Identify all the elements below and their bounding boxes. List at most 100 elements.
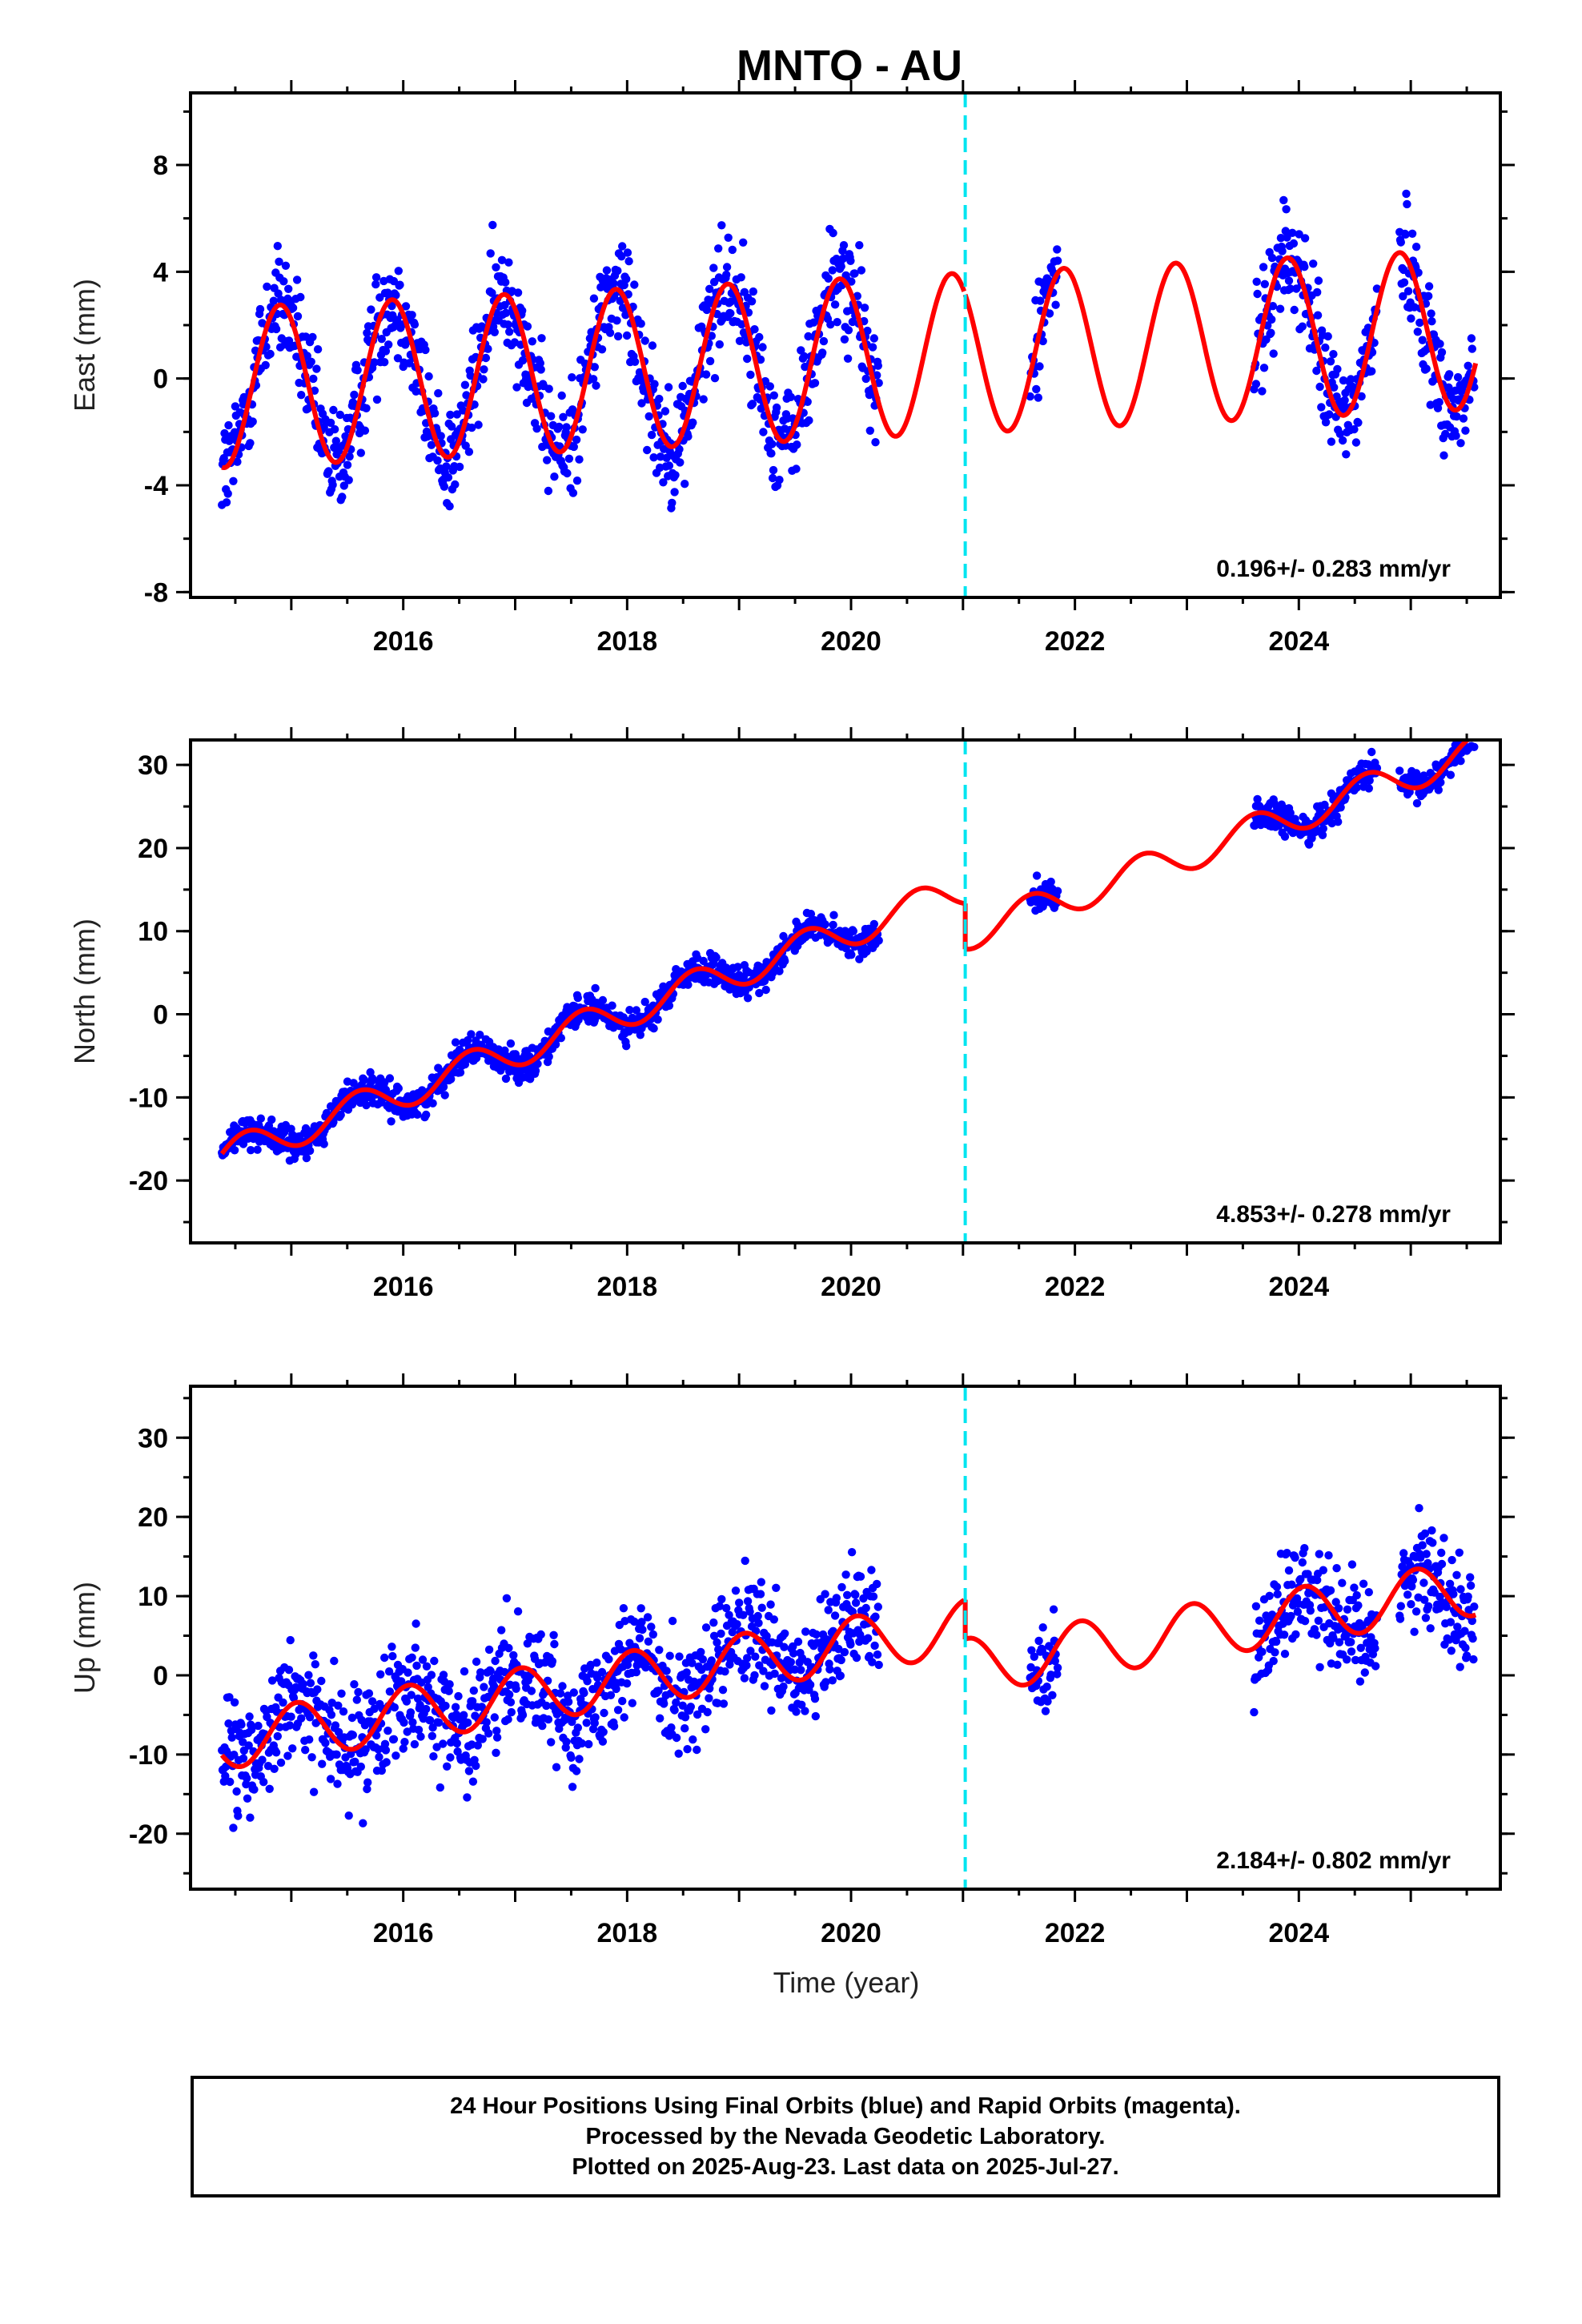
data-point [1271, 1648, 1279, 1657]
data-point [305, 1146, 315, 1156]
data-point [840, 335, 849, 344]
data-point [568, 1783, 577, 1791]
x-tick-label: 2024 [1268, 1272, 1329, 1302]
data-point [538, 1721, 547, 1731]
data-point [598, 1737, 608, 1746]
data-point [836, 1671, 845, 1680]
data-point [486, 249, 495, 258]
x-tick-label: 2016 [373, 1918, 434, 1948]
data-point [1470, 742, 1479, 751]
data-point [613, 332, 623, 341]
data-point [1034, 393, 1043, 402]
data-point [359, 1076, 369, 1084]
data-point [548, 1657, 557, 1666]
velocity-label: 2.184+/- 0.802 mm/yr [1216, 1848, 1451, 1874]
data-point [532, 424, 541, 433]
data-point [751, 1652, 760, 1661]
data-point [359, 1819, 367, 1827]
data-point [765, 382, 774, 391]
data-point [758, 343, 767, 352]
data-point [1434, 786, 1443, 794]
data-point [770, 1669, 779, 1679]
y-tick-label: 20 [138, 834, 168, 864]
y-axis-ticks [176, 763, 1515, 1224]
data-point [1289, 239, 1299, 248]
data-point [1267, 328, 1275, 337]
data-point [701, 1725, 710, 1734]
data-point [1251, 380, 1261, 388]
data-point [472, 1761, 480, 1771]
data-point [427, 1671, 436, 1679]
data-point [364, 1689, 374, 1698]
data-point [757, 1603, 766, 1612]
data-point [843, 354, 853, 363]
data-point [544, 384, 553, 393]
data-point [464, 1718, 472, 1727]
data-point [243, 1794, 252, 1803]
data-point [1402, 189, 1411, 199]
data-point [536, 365, 545, 374]
data-point [512, 383, 521, 392]
data-point [564, 1697, 573, 1707]
data-point [1424, 292, 1433, 300]
data-point [299, 1679, 307, 1689]
data-point [476, 1668, 485, 1677]
data-point [410, 1739, 420, 1749]
data-point [572, 435, 581, 444]
data-point [274, 289, 283, 298]
data-point [362, 1100, 371, 1110]
data-point [326, 1775, 335, 1783]
data-point [462, 391, 471, 400]
data-point [1340, 396, 1349, 404]
data-point [1437, 348, 1447, 357]
data-point [410, 320, 420, 329]
data-point [1253, 794, 1262, 804]
data-point [728, 245, 737, 255]
data-point [1456, 757, 1465, 766]
data-point [309, 374, 318, 384]
data-point [1030, 1652, 1039, 1661]
data-point [506, 1039, 516, 1048]
data-point [609, 1722, 619, 1731]
data-point [385, 1074, 395, 1083]
data-point [855, 241, 864, 250]
data-point [383, 288, 392, 297]
data-point [821, 1590, 829, 1598]
data-point [805, 1680, 815, 1689]
data-point [343, 460, 352, 469]
data-point [1321, 343, 1330, 352]
y-axis-label: East (mm) [68, 279, 101, 412]
data-point [1050, 1656, 1060, 1666]
data-point [665, 1651, 674, 1660]
data-point [612, 316, 621, 325]
data-point [1456, 1585, 1465, 1594]
data-point [488, 220, 497, 230]
data-point [332, 1750, 341, 1759]
data-point [670, 488, 679, 497]
data-point [759, 1667, 768, 1675]
data-point [781, 1629, 789, 1638]
data-point [468, 423, 476, 432]
data-point [719, 1699, 729, 1708]
data-point [1350, 1583, 1359, 1592]
data-point [480, 1683, 488, 1691]
data-point [416, 1700, 424, 1710]
data-point [1456, 1663, 1464, 1671]
data-point [221, 1771, 230, 1780]
data-point [361, 1745, 370, 1754]
data-point [714, 244, 723, 253]
data-point [717, 1594, 726, 1604]
data-point [1280, 1650, 1290, 1659]
data-point [504, 1715, 512, 1724]
data-point [622, 275, 631, 283]
data-point [656, 1714, 665, 1723]
data-point [490, 1713, 499, 1722]
data-point [636, 1604, 645, 1613]
data-point [659, 478, 668, 487]
data-point [644, 412, 653, 421]
data-point [254, 1721, 263, 1731]
data-point [1435, 340, 1444, 348]
model-line-segment [219, 1598, 966, 1769]
data-point [1290, 305, 1299, 315]
data-point [1437, 1559, 1447, 1569]
